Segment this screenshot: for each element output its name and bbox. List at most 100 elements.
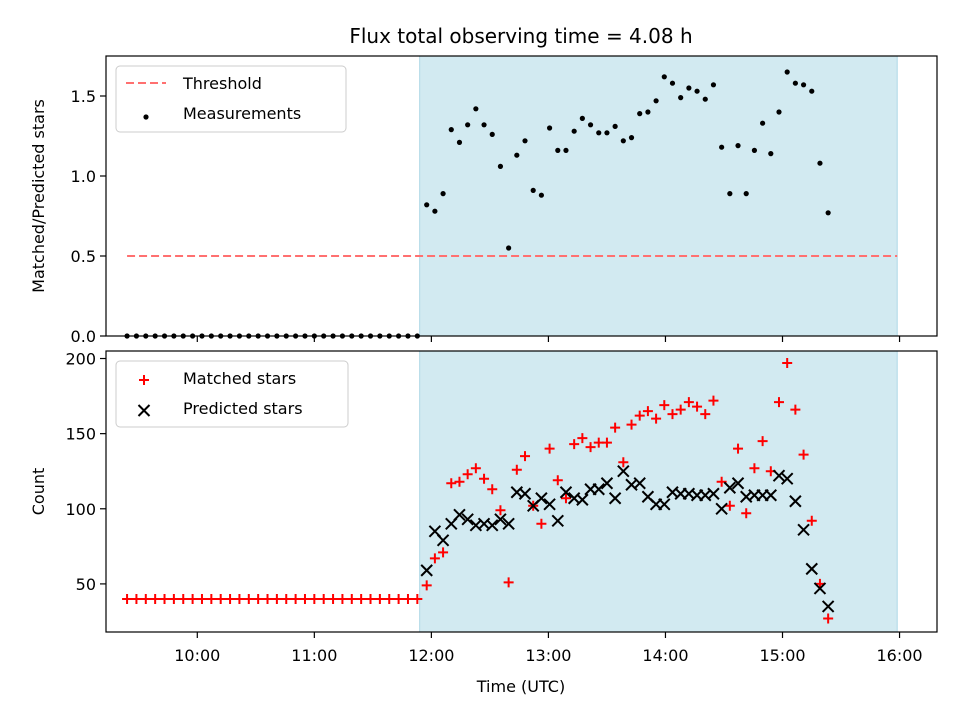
y-tick-label: 50 <box>76 575 96 594</box>
legend-measurement-swatch <box>143 114 149 120</box>
matched-star-point <box>651 413 662 424</box>
measurement-point <box>686 85 692 91</box>
x-axis-label: Time (UTC) <box>476 677 565 696</box>
predicted-star-point <box>551 514 564 528</box>
measurement-point <box>465 122 471 128</box>
predicted-star-point <box>608 492 622 505</box>
measurement-point <box>719 144 725 150</box>
matched-star-point <box>544 443 555 454</box>
predicted-star-point <box>813 582 827 595</box>
matched-star-point <box>365 593 376 604</box>
matched-star-point <box>511 464 522 475</box>
matched-star-point <box>741 508 752 519</box>
predicted-star-point <box>707 487 720 500</box>
matched-star-point <box>634 410 645 421</box>
measurement-point <box>702 96 708 102</box>
matched-star-point <box>520 451 531 462</box>
matched-star-point <box>495 505 506 516</box>
matched-star-point <box>281 593 292 604</box>
measurement-point <box>481 122 487 128</box>
matched-star-point <box>253 593 264 604</box>
predicted-star-point <box>633 477 646 490</box>
matched-star-point <box>140 593 151 604</box>
legend-label: Predicted stars <box>183 399 303 418</box>
predicted-star-point <box>715 502 728 515</box>
matched-star-point <box>642 406 653 417</box>
matched-star-point <box>790 404 801 415</box>
matched-star-point <box>503 577 514 588</box>
matched-star-point <box>773 397 784 408</box>
measurement-point <box>637 111 643 117</box>
measurement-point <box>776 109 782 115</box>
matched-star-point <box>374 593 385 604</box>
matched-star-point <box>393 593 404 604</box>
matched-star-point <box>243 593 254 604</box>
measurement-point <box>768 151 774 157</box>
measurement-point <box>555 147 561 153</box>
measurement-point <box>596 130 602 136</box>
x-tick-label: 12:00 <box>408 646 454 665</box>
predicted-star-point <box>494 513 507 526</box>
matched-star-point <box>168 593 179 604</box>
matched-star-point <box>131 593 142 604</box>
matched-star-point <box>159 593 170 604</box>
matched-star-point <box>724 500 735 511</box>
measurement-point <box>825 210 831 216</box>
y-tick-label: 0.5 <box>71 247 96 266</box>
matched-star-point <box>187 593 198 604</box>
matched-star-point <box>569 439 580 450</box>
matched-star-point <box>708 395 719 406</box>
matched-star-point <box>454 476 465 487</box>
measurement-point <box>620 138 626 144</box>
plot-frame <box>105 350 938 633</box>
matched-star-point <box>178 593 189 604</box>
observing-window-shade <box>419 55 898 337</box>
plot-frame <box>105 55 938 337</box>
legend-predicted-swatch <box>137 404 151 417</box>
y-tick-label: 200 <box>65 350 96 369</box>
predicted-star-point <box>723 481 737 494</box>
predicted-star-point <box>780 472 794 485</box>
matched-star-point <box>290 593 301 604</box>
measurement-point <box>448 127 454 133</box>
legend-box <box>115 65 347 133</box>
matched-star-point <box>122 593 133 604</box>
y-tick-label: 100 <box>65 500 96 519</box>
y-axis-label: Matched/Predicted stars <box>29 99 48 293</box>
matched-star-point <box>782 358 793 369</box>
matched-star-point <box>225 593 236 604</box>
matched-star-point <box>798 449 809 460</box>
matched-star-point <box>234 593 245 604</box>
measurement-point <box>522 138 528 144</box>
x-tick-label: 15:00 <box>759 646 805 665</box>
matched-star-point <box>675 404 686 415</box>
measurement-point <box>473 106 479 112</box>
measurement-point <box>456 139 463 145</box>
measurement-point <box>563 147 569 153</box>
matched-star-point <box>412 593 423 604</box>
matched-star-point <box>700 409 711 420</box>
measurement-point <box>440 191 446 197</box>
legend-label: Matched stars <box>183 369 296 388</box>
measurement-point <box>612 123 618 129</box>
measurement-point <box>653 98 659 104</box>
measurement-point <box>792 80 798 86</box>
predicted-star-point <box>821 600 835 613</box>
matched-star-point <box>733 443 744 454</box>
predicted-star-point <box>764 489 778 502</box>
predicted-star-point <box>535 492 548 505</box>
measurement-point <box>432 208 438 214</box>
y-tick-label: 0.0 <box>71 327 96 346</box>
matched-star-point <box>692 401 703 412</box>
matched-star-point <box>299 593 310 604</box>
predicted-star-point <box>420 564 433 577</box>
legend-label: Threshold <box>182 74 262 93</box>
matched-star-point <box>462 469 473 480</box>
predicted-star-point <box>600 477 614 490</box>
matched-star-point <box>560 493 571 504</box>
matched-star-point <box>683 397 694 408</box>
measurement-point <box>579 115 585 121</box>
legend-matched-swatch <box>139 375 149 385</box>
matched-star-point <box>262 593 273 604</box>
matched-star-point <box>823 613 834 624</box>
